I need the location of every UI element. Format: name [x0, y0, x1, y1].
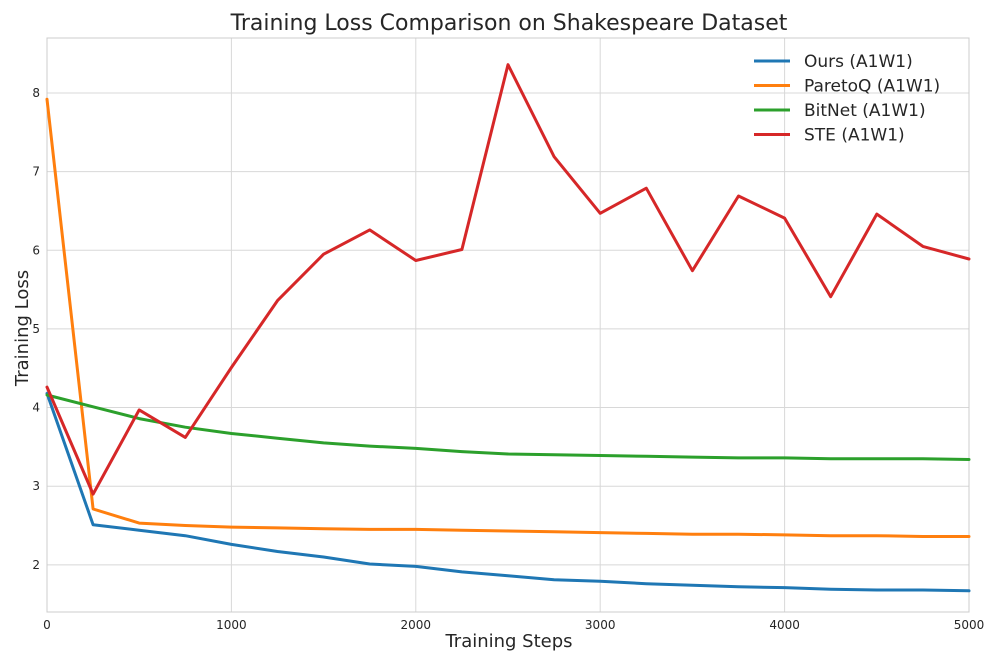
y-tick-label: 8 — [32, 86, 40, 100]
y-tick-label: 2 — [32, 558, 40, 572]
legend-label-bitnet-a1w1: BitNet (A1W1) — [804, 101, 926, 121]
y-tick-label: 3 — [32, 479, 40, 493]
y-tick-label: 6 — [32, 243, 40, 257]
x-tick-label: 1000 — [216, 618, 247, 632]
legend: Ours (A1W1) ParetoQ (A1W1) BitNet (A1W1) ST… — [754, 52, 940, 146]
x-tick-label: 5000 — [954, 618, 985, 632]
chart-title: Training Loss Comparison on Shakespeare … — [230, 11, 788, 36]
x-tick-label: 2000 — [401, 618, 432, 632]
plot-frame — [46, 37, 970, 613]
legend-label-ours-a1w1: Ours (A1W1) — [804, 52, 913, 72]
y-tick-label: 7 — [32, 165, 40, 179]
legend-label-paretoq-a1w1: ParetoQ (A1W1) — [804, 77, 940, 97]
y-tick-label: 5 — [32, 322, 40, 336]
x-axis-title: Training Steps — [444, 631, 572, 652]
series-line-ours-a1w1 — [45, 391, 971, 593]
legend-label-ste-a1w1: STE (A1W1) — [804, 126, 905, 146]
x-tick-label: 4000 — [769, 618, 800, 632]
x-tick-label: 3000 — [585, 618, 616, 632]
series-line-paretoq-a1w1 — [45, 97, 971, 538]
x-tick-label: 0 — [43, 618, 51, 632]
y-tick-label: 4 — [32, 401, 40, 415]
tick-labels: 0 1000 2000 3000 4000 5000 2 3 4 5 6 7 8 — [32, 86, 984, 632]
y-axis-title: Training Loss — [12, 270, 33, 387]
series-line-ste-a1w1 — [45, 63, 971, 496]
series-line-bitnet-a1w1 — [45, 393, 971, 461]
series-lines — [45, 63, 971, 593]
